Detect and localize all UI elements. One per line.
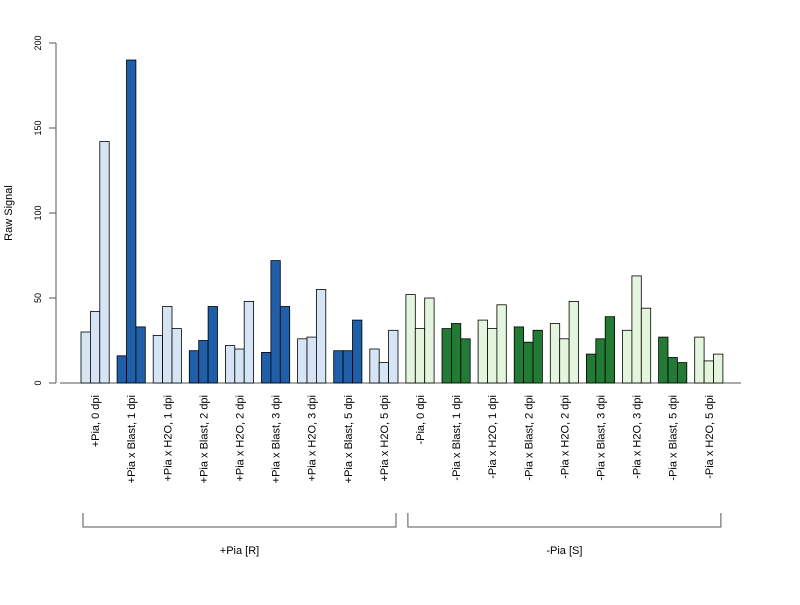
category-label: +Pia, 0 dpi [90,395,102,447]
bar [640,307,652,384]
group-label: -Pia [S] [546,545,582,557]
category-label: +Pia x H2O, 5 dpi [379,395,391,482]
bar [207,306,218,384]
bar [352,319,363,384]
bar [135,326,146,384]
bar [297,338,308,384]
bar [315,289,327,384]
bar [658,336,669,384]
y-tick-label: 100 [33,205,43,220]
bar [126,59,137,384]
bar [171,328,182,384]
bar [80,331,91,384]
category-label: -Pia x H2O, 2 dpi [559,395,571,479]
bar [378,362,390,384]
bar [631,275,642,384]
bar [604,316,616,384]
group-bracket [82,513,397,528]
bar [152,334,163,384]
bar [224,345,236,384]
bar [306,336,317,384]
bar [270,260,281,384]
bar [188,350,200,384]
category-label: +Pia x H2O, 2 dpi [235,395,247,482]
category-label: -Pia x Blast, 3 dpi [596,395,608,481]
bar [450,323,462,384]
bar [477,319,488,384]
bar [369,348,380,384]
group-label: +Pia [R] [220,545,259,557]
bar [261,351,272,384]
category-label: -Pia x Blast, 2 dpi [523,395,535,481]
bar [713,353,724,384]
category-label: -Pia x Blast, 1 dpi [451,395,463,481]
y-axis-title: Raw Signal [3,185,15,241]
bar [424,297,435,384]
bar [414,328,426,384]
bar [586,353,597,384]
category-label: +Pia x Blast, 2 dpi [198,395,210,483]
bar [279,306,291,384]
bar [342,350,353,384]
bar [116,355,127,384]
bar [162,306,173,384]
bar [549,323,561,384]
bar [532,329,543,384]
y-tick-label: 200 [33,35,43,50]
bar [496,304,507,384]
bar [388,329,399,384]
bar [333,350,344,384]
category-label: +Pia x Blast, 1 dpi [126,395,138,483]
category-label: +Pia x Blast, 5 dpi [343,395,355,483]
y-tick-label: 50 [33,293,43,303]
bar [568,300,579,384]
category-label: +Pia x Blast, 3 dpi [271,395,283,483]
bar [90,311,101,384]
category-label: +Pia x H2O, 1 dpi [162,395,174,482]
bar [99,141,110,384]
bar [243,300,254,384]
bar [677,362,688,384]
bar [667,357,678,384]
bar [559,338,570,384]
bar [622,329,633,384]
category-label: -Pia x H2O, 5 dpi [704,395,716,479]
bar [487,328,498,384]
bar [460,338,471,384]
category-label: -Pia, 0 dpi [415,395,427,445]
bar [513,326,525,384]
y-tick-label: 0 [33,380,43,385]
bar [703,360,714,384]
bar [694,336,705,384]
bar [441,328,452,384]
bar [523,341,534,384]
category-label: +Pia x H2O, 3 dpi [307,395,319,482]
category-label: -Pia x Blast, 5 dpi [668,395,680,481]
bar [234,348,245,384]
category-label: -Pia x H2O, 1 dpi [487,395,499,479]
bar [405,294,416,384]
bar [595,338,606,384]
group-bracket [407,513,722,528]
y-tick-label: 150 [33,120,43,135]
category-label: -Pia x H2O, 3 dpi [632,395,644,479]
bar [198,340,209,384]
